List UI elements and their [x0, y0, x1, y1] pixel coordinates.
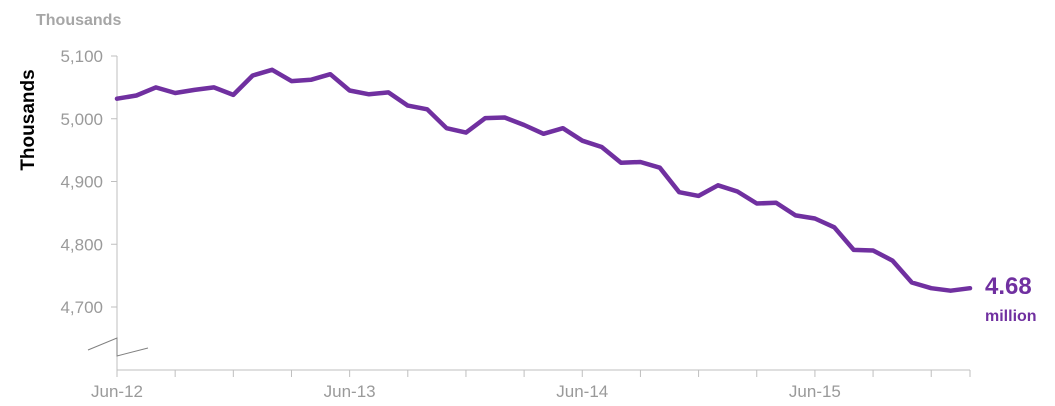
y-tick-label: 5,000: [60, 110, 103, 129]
y-tick-label: 5,100: [60, 47, 103, 66]
y-tick-label: 4,700: [60, 298, 103, 317]
top-units-label: Thousands: [36, 12, 121, 29]
y-tick-label: 4,900: [60, 173, 103, 192]
axis-break-mark: [87, 337, 149, 357]
end-unit-label: million: [985, 308, 1037, 325]
x-tick-label: Jun-12: [91, 382, 143, 401]
series-line: [114, 67, 973, 293]
x-tick-label: Jun-13: [324, 382, 376, 401]
y-axis-title: Thousands: [18, 69, 39, 170]
y-axis: 4,700 4,800 4,900 5,000 5,100: [60, 47, 118, 370]
y-tick-label: 4,800: [60, 235, 103, 254]
end-value-label: 4.68: [985, 273, 1032, 300]
series-line-group: [114, 67, 973, 293]
x-axis: Jun-12 Jun-13 Jun-14 Jun-15: [91, 369, 971, 401]
x-tick-label: Jun-15: [789, 382, 841, 401]
axis-break-zigzag: [87, 337, 149, 357]
x-tick-label: Jun-14: [556, 382, 608, 401]
